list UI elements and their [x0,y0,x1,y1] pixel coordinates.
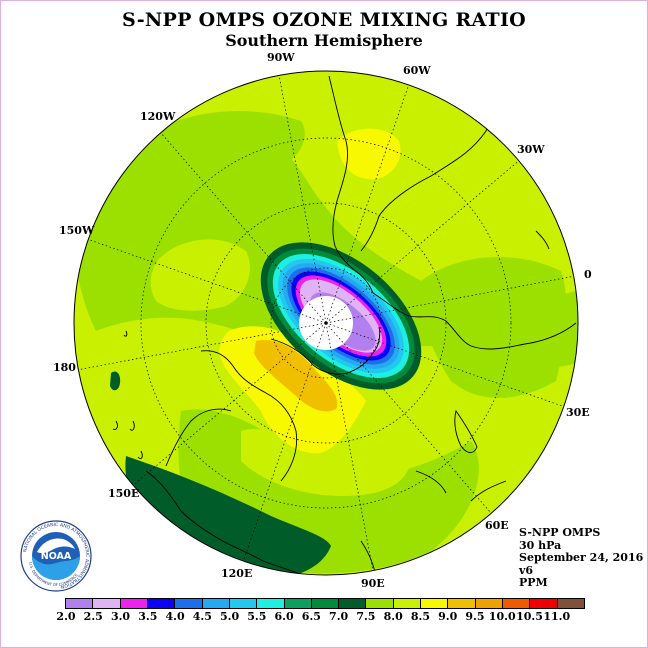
colorbar-tick-label: 4.5 [192,610,212,623]
colorbar-tick-label: 10.5 [516,610,543,623]
colorbar-swatch [120,599,148,608]
info-block: S-NPP OMPS 30 hPa September 24, 2016 v6 … [519,526,644,590]
graticule [76,74,576,572]
colorbar-tick-labels: 2.0 2.5 3.0 3.5 4.0 4.5 5.0 5.5 6.0 6.5 7.0 7.5 8.0 8… [56,610,585,624]
ozone-field [74,71,578,575]
colorbar-tick-label: 9.0 [438,610,458,623]
colorbar-swatch [284,599,312,608]
lon-label-120e: 120E [221,567,252,580]
noaa-logo: NATIONAL OCEANIC AND ATMOSPHERIC ADMINIS… [20,520,92,592]
colorbar-swatch [475,599,503,608]
colorbar-tick-label: 5.0 [220,610,240,623]
colorbar-tick-label: 4.0 [165,610,185,623]
lon-label-120w: 120W [140,110,176,123]
colorbar-tick-label: 5.5 [247,610,267,623]
colorbar-swatch [257,599,285,608]
colorbar-swatch [66,599,94,608]
colorbar-swatch [503,599,531,608]
instrument-label: S-NPP OMPS [519,526,601,539]
units-label: PPM [519,576,548,589]
colorbar-swatch [448,599,476,608]
colorbar-swatch [339,599,367,608]
colorbar-tick-label: 11.0 [543,610,571,623]
dark-green-spot [110,371,121,391]
lon-label-90w: 90W [267,51,295,64]
colorbar-tick-label: 2.0 [56,610,76,623]
colorbar-tick-label: 2.5 [83,610,103,623]
lon-label-30e: 30E [566,406,590,419]
lon-label-60w: 60W [403,64,431,77]
orange-patch [254,340,338,412]
colorbar-tick-label: 3.5 [138,610,158,623]
colorbar-swatch [393,599,422,608]
colorbar-swatch [147,599,176,608]
green-lobe-east [420,257,567,398]
colorbar-tick-label: 8.0 [383,610,403,623]
colorbar-tick-label: 7.0 [329,610,349,623]
colorbar-swatch [311,599,340,608]
colorbar-swatch [421,599,449,608]
colorbar-tick-label: 8.5 [410,610,430,623]
colorbar-tick-label: 10.0 [488,610,516,623]
south-pole-marker [324,321,328,325]
colorbar-swatch [366,599,394,608]
colorbar-tick-label: 6.0 [274,610,294,623]
version-label: v6 [519,563,534,577]
coastlines [112,75,577,575]
colorbar [65,598,585,609]
lon-label-0: 0 [584,268,592,281]
lon-label-60e: 60E [485,519,509,532]
colorbar-tick-label: 6.5 [301,610,321,623]
colorbar-swatch [93,599,121,608]
colorbar-swatch [202,599,230,608]
lon-label-150e: 150E [108,487,139,500]
dark-green-region [125,456,331,575]
pale-green-patch [150,239,250,311]
logo-text: NOAA [41,551,72,562]
colorbar-tick-label: 9.5 [465,610,485,623]
pressure-level-label: 30 hPa [519,538,562,552]
colorbar-swatch [557,599,584,608]
lon-label-90e: 90E [361,577,385,590]
colorbar-tick-label: 7.5 [356,610,376,623]
map-subtitle: Southern Hemisphere [225,31,423,50]
lon-label-150w: 150W [59,224,95,237]
colorbar-swatch [530,599,558,608]
date-label: September 24, 2016 [519,551,644,564]
colorbar-swatch [229,599,258,608]
map-title: S-NPP OMPS OZONE MIXING RATIO [121,9,527,31]
yellow-region-north [337,128,401,180]
colorbar-tick-label: 3.0 [110,610,131,623]
map-boundary [73,70,579,576]
lon-label-30w: 30W [517,143,545,156]
colorbar-swatch [175,599,203,608]
pale-green-south [241,428,411,496]
lon-label-180: 180 [53,361,76,374]
green-lobe-north [121,111,305,231]
